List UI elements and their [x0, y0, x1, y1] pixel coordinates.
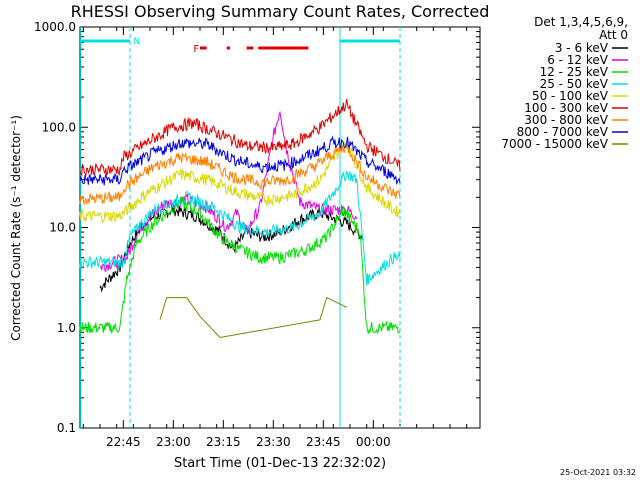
y-tick-label: 1.0 [57, 321, 76, 335]
series-line-2 [99, 110, 358, 273]
series-line-4 [79, 170, 401, 286]
legend-label-6: 100 - 300 keV [524, 101, 608, 115]
y-tick-label: 0.1 [57, 421, 76, 435]
legend-header-line-2: Att 0 [599, 28, 628, 42]
flag-label-f: F [193, 44, 199, 55]
series-line-6 [79, 98, 401, 177]
legend-label-3: 12 - 25 keV [540, 65, 609, 79]
series-line-9 [159, 296, 347, 339]
legend-label-7: 300 - 800 keV [524, 113, 608, 127]
series-line-8 [79, 135, 401, 186]
legend-header-line-1: Det 1,3,4,5,6,9, [534, 15, 628, 29]
legend-label-2: 6 - 12 keV [547, 53, 609, 67]
x-tick-label: 00:00 [356, 435, 391, 449]
x-tick-label: 23:30 [256, 435, 291, 449]
series-line-3 [79, 196, 401, 335]
x-tick-label: 22:45 [106, 435, 141, 449]
y-axis-label: Corrected Count Rate (s⁻¹ detector⁻¹) [9, 115, 23, 341]
x-tick-label: 23:45 [306, 435, 341, 449]
legend-label-8: 800 - 7000 keV [517, 125, 609, 139]
x-tick-label: 23:00 [156, 435, 191, 449]
footer-timestamp: 25-Oct-2021 03:32 [560, 468, 636, 477]
x-tick-label: 23:15 [206, 435, 241, 449]
y-tick-label: 1000.0 [34, 20, 76, 34]
legend-label-1: 3 - 6 keV [555, 41, 609, 55]
y-tick-label: 100.0 [42, 120, 76, 134]
y-tick-label: 10.0 [49, 221, 76, 235]
x-axis-label: Start Time (01-Dec-13 22:32:02) [174, 456, 386, 471]
series-line-5 [79, 141, 401, 224]
chart-title: RHESSI Observing Summary Count Rates, Co… [71, 2, 490, 21]
legend-label-5: 50 - 100 keV [532, 89, 609, 103]
legend-label-9: 7000 - 15000 keV [501, 137, 608, 151]
legend-label-4: 25 - 50 keV [540, 77, 609, 91]
flag-label-n: N [133, 37, 140, 47]
